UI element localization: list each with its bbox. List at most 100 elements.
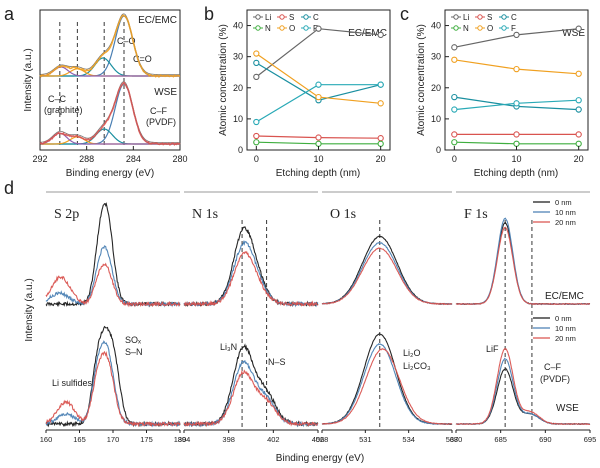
- annot-li3n: Li₃N: [220, 342, 237, 352]
- data-point-C: [253, 59, 260, 67]
- legend-label: 10 nm: [555, 208, 576, 217]
- data-point-Li: [513, 31, 520, 39]
- y-tick-label: 0: [238, 145, 243, 155]
- panel-d-spectrum: [183, 250, 319, 308]
- panel-a-xtick-label: 288: [79, 154, 94, 164]
- panel-d-spectrum: [183, 360, 319, 428]
- legend-label-S: S: [487, 13, 492, 22]
- data-point-F: [513, 100, 520, 107]
- y-tick-label: 20: [233, 83, 243, 93]
- y-tick-label: 10: [431, 114, 441, 124]
- panel-d-xtick-label: 406: [312, 435, 325, 444]
- panel-b-ylabel: Atomic concentration (%): [218, 24, 229, 136]
- x-tick-label: 20: [376, 154, 386, 164]
- x-tick-label: 0: [254, 154, 259, 164]
- data-point-Li: [253, 73, 260, 81]
- legend-marker-N: [255, 25, 261, 31]
- legend-label-N: N: [265, 24, 271, 33]
- panel-d-spectrum: [45, 262, 181, 308]
- panel-d-xtick-label: 402: [267, 435, 280, 444]
- data-point-S: [377, 135, 384, 142]
- panel-d-xlabel: Binding energy (eV): [276, 453, 364, 464]
- annot-li2co3: Li₂CO₃: [403, 361, 431, 371]
- legend-marker-O: [279, 25, 285, 31]
- data-point-O: [575, 70, 582, 77]
- panel-d-spectrum: [321, 241, 453, 306]
- panel-label-b: b: [204, 4, 214, 24]
- data-point-O: [377, 100, 384, 107]
- panel-a-label-co: C–O: [117, 36, 136, 46]
- legend-marker-S: [477, 14, 483, 20]
- legend-marker-N: [453, 25, 459, 31]
- data-point-S: [253, 132, 260, 140]
- panel-a-label-graphite: (graphite): [44, 105, 83, 115]
- panel-d-xtick-label: 165: [73, 435, 86, 444]
- panel-c-ylabel: Atomic concentration (%): [416, 24, 427, 136]
- data-point-C: [451, 93, 458, 101]
- panel-label-c: c: [400, 4, 409, 24]
- data-point-N: [575, 140, 582, 147]
- panel-d-xtick-label: 180: [174, 435, 187, 444]
- panel-a: Intensity (a.u.) Binding energy (eV) EC/…: [23, 9, 188, 179]
- legend-label: 20 nm: [555, 334, 576, 343]
- panel-c-title: WSE: [562, 28, 585, 39]
- panel-d-xtick-label: 170: [107, 435, 120, 444]
- data-point-N: [451, 139, 458, 146]
- legend-label: 0 nm: [555, 198, 572, 207]
- panel-d-title: O 1s: [330, 207, 356, 222]
- data-point-N: [253, 139, 260, 146]
- panel-a-xtick-label: 292: [32, 154, 47, 164]
- panel-d: Intensity (a.u.) Binding energy (eV) S 2…: [24, 191, 596, 464]
- x-tick-label: 10: [511, 154, 521, 164]
- legend-label-Li: Li: [463, 13, 469, 22]
- data-point-O: [315, 93, 322, 101]
- data-point-S: [451, 131, 458, 138]
- data-point-O: [513, 65, 520, 73]
- x-tick-label: 0: [452, 154, 457, 164]
- panel-a-label-cc: C–C: [48, 94, 67, 104]
- legend-marker-C: [501, 14, 507, 20]
- panel-a-frame: [39, 9, 181, 151]
- data-point-N: [513, 140, 520, 147]
- data-point-F: [451, 106, 458, 113]
- y-tick-label: 40: [233, 21, 243, 31]
- data-point-F: [575, 97, 582, 104]
- legend-label-O: O: [289, 24, 295, 33]
- annot-cf: C–F: [544, 362, 562, 372]
- panel-a-envelope: [40, 13, 180, 75]
- panel-d-title: F 1s: [464, 207, 488, 222]
- legend-label-S: S: [289, 13, 294, 22]
- panel-d-spectrum: [45, 350, 181, 428]
- panel-d-spectrum: [455, 357, 591, 426]
- data-point-O: [451, 56, 458, 63]
- panel-d-spectrum: [45, 325, 181, 428]
- y-tick-label: 0: [436, 145, 441, 155]
- y-tick-label: 20: [431, 83, 441, 93]
- panel-d-ylabel: Intensity (a.u.): [24, 278, 35, 341]
- legend-marker-S: [279, 14, 285, 20]
- panel-a-component-peak: [40, 136, 180, 145]
- annot-ns: N–S: [268, 357, 286, 367]
- panel-a-ylabel: Intensity (a.u.): [23, 48, 34, 111]
- data-point-F: [253, 118, 260, 126]
- data-point-Li: [451, 44, 458, 51]
- y-tick-label: 30: [233, 52, 243, 62]
- panel-d-spectrum: [183, 226, 319, 308]
- panel-d-xtick-label: 537: [446, 435, 459, 444]
- data-point-F: [315, 81, 322, 88]
- annot-li2o: Li₂O: [403, 348, 421, 358]
- legend-label-F: F: [511, 24, 516, 33]
- panel-a-label-pvdf: (PVDF): [146, 117, 176, 127]
- panel-d-spectrum: [183, 240, 319, 308]
- legend-label: 0 nm: [555, 314, 572, 323]
- legend-marker-F: [501, 25, 507, 31]
- panel-b-xlabel: Etching depth (nm): [276, 168, 361, 179]
- panel-d-spectrum: [183, 369, 319, 428]
- panel-d-title: N 1s: [192, 207, 218, 222]
- data-point-N: [315, 140, 322, 147]
- data-point-C: [575, 106, 582, 113]
- panel-a-label-top: EC/EMC: [138, 15, 177, 26]
- y-tick-label: 30: [431, 52, 441, 62]
- legend-marker-Li: [255, 14, 261, 20]
- panel-d-xtick-label: 531: [359, 435, 372, 444]
